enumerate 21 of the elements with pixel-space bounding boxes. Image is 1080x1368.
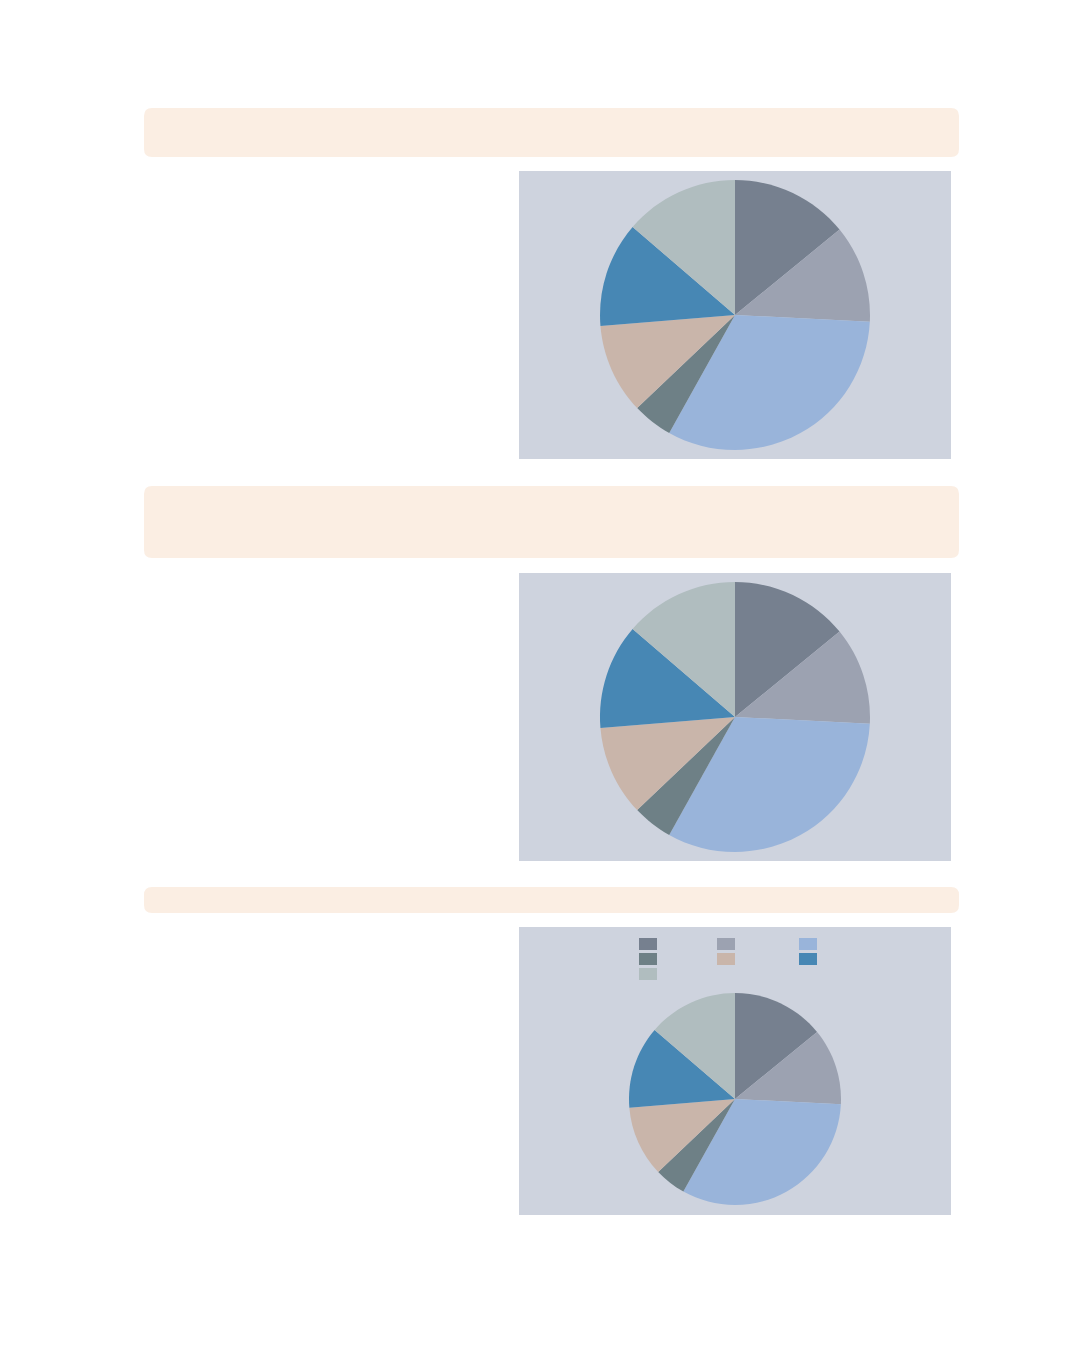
pie-slice xyxy=(632,180,735,315)
pie-slice xyxy=(735,1031,841,1105)
pie-slice xyxy=(735,229,870,322)
pie-slice xyxy=(654,993,735,1099)
pie-slice xyxy=(632,582,735,717)
pie-slice xyxy=(600,717,735,811)
pie-slice xyxy=(600,315,735,409)
pie-slice xyxy=(669,717,870,852)
pie-slice xyxy=(735,180,840,315)
pie-slice xyxy=(637,315,735,433)
pie-slice xyxy=(629,1099,735,1173)
pie-slice xyxy=(735,993,818,1099)
pie-slice xyxy=(600,227,735,327)
pie-slice xyxy=(735,631,870,724)
pie-slice xyxy=(629,1029,735,1108)
pie-slice xyxy=(669,315,870,450)
pie-slice xyxy=(735,582,840,717)
pie-slice xyxy=(637,717,735,835)
pie-slice xyxy=(683,1099,841,1205)
pie-slice xyxy=(600,629,735,729)
pie-slice xyxy=(658,1099,735,1192)
